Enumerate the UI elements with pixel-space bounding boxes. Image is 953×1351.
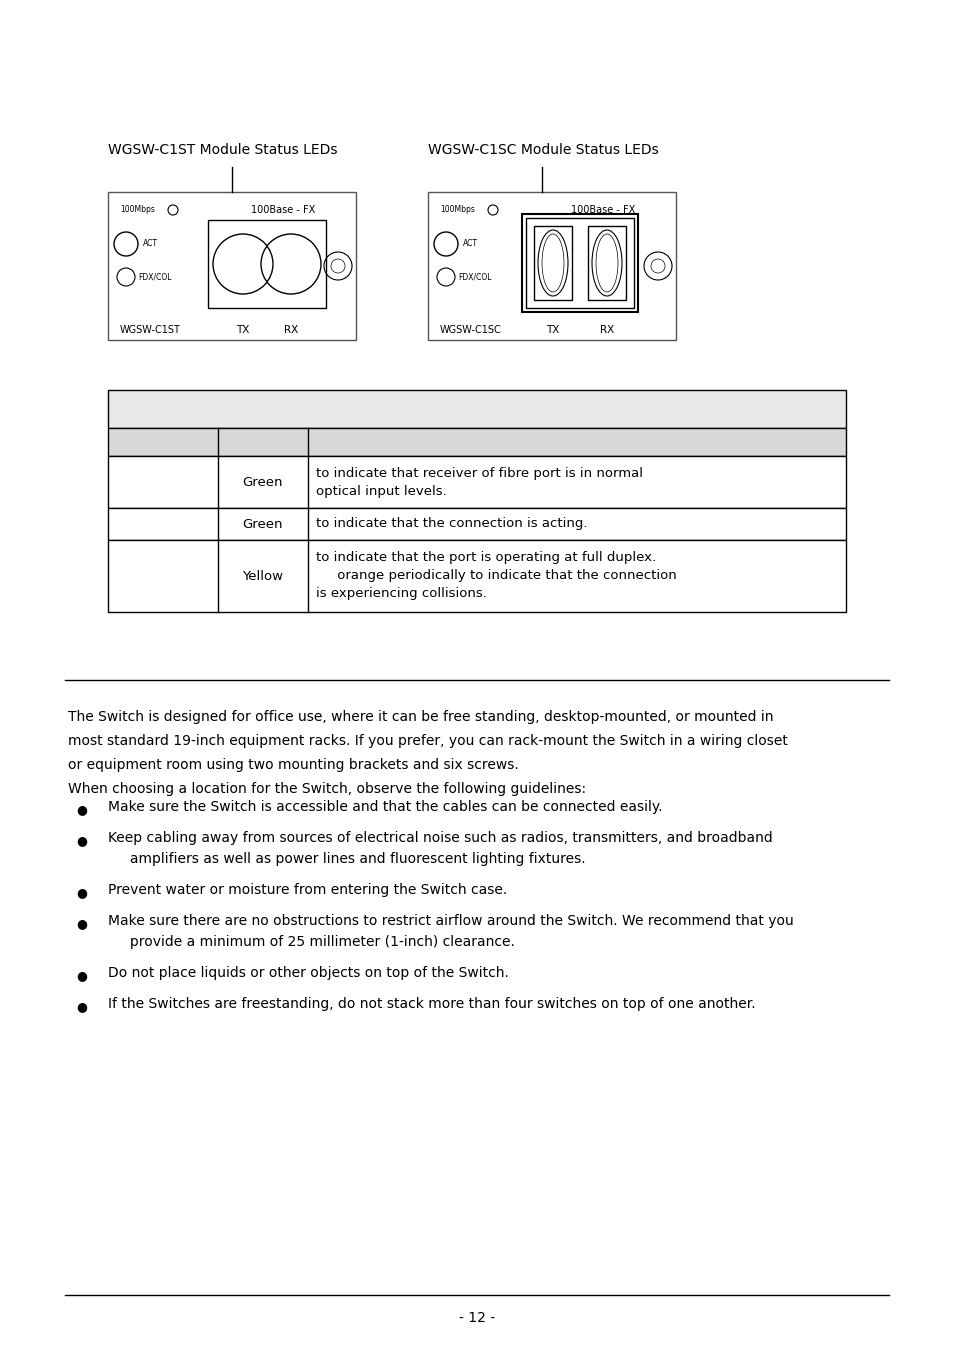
Bar (525, 218, 634, 308)
Bar (534, 226, 572, 300)
Text: ●: ● (76, 1001, 88, 1013)
Text: to indicate that receiver of fibre port is in normal: to indicate that receiver of fibre port … (315, 466, 642, 480)
Text: Green: Green (242, 517, 283, 531)
Text: WGSW-C1ST Module Status LEDs: WGSW-C1ST Module Status LEDs (108, 143, 337, 157)
Bar (108, 390, 845, 428)
Text: to indicate that the port is operating at full duplex.: to indicate that the port is operating a… (315, 551, 656, 565)
Text: ●: ● (76, 886, 88, 900)
Text: provide a minimum of 25 millimeter (1-inch) clearance.: provide a minimum of 25 millimeter (1-in… (108, 935, 515, 948)
Bar (587, 226, 625, 300)
Text: Yellow: Yellow (242, 570, 283, 582)
Bar (108, 540, 845, 612)
Text: 100Mbps: 100Mbps (439, 205, 475, 215)
Text: 100Base - FX: 100Base - FX (570, 205, 635, 215)
Text: ●: ● (76, 917, 88, 931)
Text: RX: RX (599, 326, 614, 335)
Text: FDX/COL: FDX/COL (138, 273, 172, 281)
Text: RX: RX (284, 326, 297, 335)
Bar (428, 192, 676, 340)
Text: ●: ● (76, 835, 88, 847)
Bar (108, 457, 845, 508)
Bar (521, 213, 638, 312)
Text: is experiencing collisions.: is experiencing collisions. (315, 588, 486, 600)
Text: to indicate that the connection is acting.: to indicate that the connection is actin… (315, 517, 587, 531)
Text: WGSW-C1SC: WGSW-C1SC (439, 326, 501, 335)
Text: FDX/COL: FDX/COL (457, 273, 491, 281)
Text: 100Mbps: 100Mbps (120, 205, 154, 215)
Text: ACT: ACT (143, 239, 158, 249)
Text: WGSW-C1ST: WGSW-C1ST (120, 326, 181, 335)
Bar (108, 192, 355, 340)
Text: optical input levels.: optical input levels. (315, 485, 446, 497)
Text: The Switch is designed for office use, where it can be free standing, desktop-mo: The Switch is designed for office use, w… (68, 711, 773, 724)
Text: ACT: ACT (462, 239, 477, 249)
Text: orange periodically to indicate that the connection: orange periodically to indicate that the… (315, 570, 676, 582)
Text: or equipment room using two mounting brackets and six screws.: or equipment room using two mounting bra… (68, 758, 518, 771)
Text: Keep cabling away from sources of electrical noise such as radios, transmitters,: Keep cabling away from sources of electr… (108, 831, 772, 844)
Text: WGSW-C1SC Module Status LEDs: WGSW-C1SC Module Status LEDs (428, 143, 659, 157)
Text: If the Switches are freestanding, do not stack more than four switches on top of: If the Switches are freestanding, do not… (108, 997, 755, 1011)
Text: most standard 19-inch equipment racks. If you prefer, you can rack-mount the Swi: most standard 19-inch equipment racks. I… (68, 734, 787, 748)
Bar (108, 428, 845, 457)
Text: When choosing a location for the Switch, observe the following guidelines:: When choosing a location for the Switch,… (68, 782, 585, 796)
Text: TX: TX (546, 326, 559, 335)
Text: Make sure the Switch is accessible and that the cables can be connected easily.: Make sure the Switch is accessible and t… (108, 800, 661, 815)
Text: Make sure there are no obstructions to restrict airflow around the Switch. We re: Make sure there are no obstructions to r… (108, 915, 793, 928)
Text: Green: Green (242, 476, 283, 489)
Text: 100Base - FX: 100Base - FX (251, 205, 314, 215)
Text: - 12 -: - 12 - (458, 1310, 495, 1325)
Text: TX: TX (236, 326, 250, 335)
Text: Do not place liquids or other objects on top of the Switch.: Do not place liquids or other objects on… (108, 966, 508, 979)
Text: Prevent water or moisture from entering the Switch case.: Prevent water or moisture from entering … (108, 884, 507, 897)
Text: ●: ● (76, 970, 88, 982)
Bar (208, 220, 326, 308)
Bar (108, 508, 845, 540)
Text: ●: ● (76, 804, 88, 816)
Text: amplifiers as well as power lines and fluorescent lighting fixtures.: amplifiers as well as power lines and fl… (108, 852, 585, 866)
